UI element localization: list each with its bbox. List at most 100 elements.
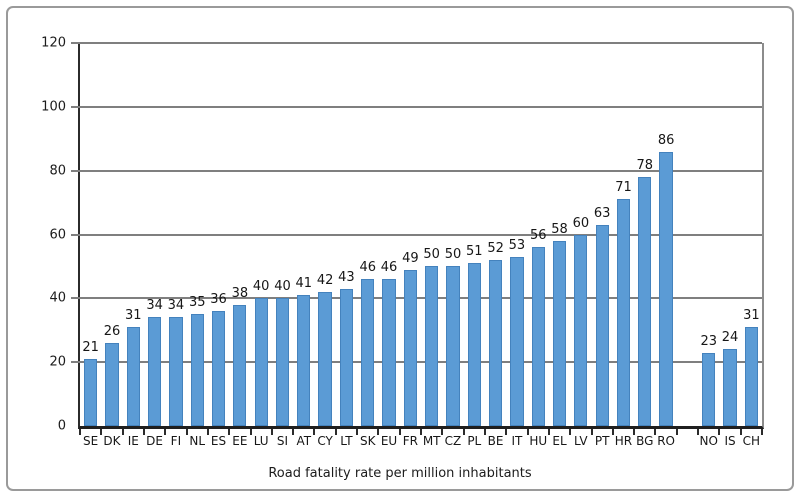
bar-value-label: 38 (231, 285, 249, 301)
x-axis-tick-label: EU (380, 434, 398, 448)
bar-slot-fr: 49 FR (398, 43, 421, 447)
y-axis-tick-label: 120 (41, 35, 66, 51)
y-axis-tick-label: 80 (49, 163, 66, 179)
bar-cz (446, 266, 460, 426)
bar-value-label: 24 (721, 330, 739, 346)
bar-is (723, 349, 737, 426)
bar-fr (403, 269, 417, 426)
bar-value-label: 43 (338, 269, 355, 285)
x-axis-tick-label: LU (253, 434, 269, 448)
bar-es (211, 311, 226, 426)
x-axis-tick-label: AT (296, 434, 312, 448)
bar-value-label: 34 (146, 298, 163, 314)
x-axis-tick-label: ES (210, 434, 227, 448)
bar-slot-es: 36 ES (206, 43, 229, 447)
bar-slot-lv: 60 LV (569, 43, 591, 447)
bar-bg (638, 177, 652, 426)
bar-slot-ch: 31 CH (739, 43, 762, 447)
x-axis-tick-label: LT (340, 434, 353, 448)
gap-slot (675, 43, 698, 435)
bar-ee (233, 304, 247, 426)
y-axis-tick-label: 40 (49, 290, 66, 306)
bar-value-label: 35 (188, 295, 206, 311)
bar-value-label: 46 (359, 260, 376, 276)
x-axis-tick-label: LV (574, 434, 588, 448)
x-axis-tick-label: HU (529, 434, 548, 448)
bar-slot-cz: 50 CZ (441, 43, 463, 447)
bar-hu (531, 247, 545, 426)
bar-slots: 21 SE 26 DK 31 IE 34 DE 34 FI 35 NL 36 ES 38 EE 40 LU 40 SI… (78, 43, 763, 447)
bar-value-label: 23 (700, 333, 717, 349)
x-axis-tick-label: FI (170, 434, 182, 448)
bar-slot-hu: 56 HU (526, 43, 549, 447)
x-axis-tick-label: NL (189, 434, 206, 448)
bar-slot-si: 40 SI (270, 43, 293, 447)
x-axis-tick-label: PT (594, 434, 610, 448)
bar-slot-fi: 34 FI (164, 43, 186, 447)
bar-slot-mt: 50 MT (419, 43, 442, 447)
bar-slot-cy: 42 CY (313, 43, 335, 447)
bar-value-label: 49 (402, 250, 419, 266)
bar-value-label: 40 (252, 279, 270, 295)
bar-slot-lt: 43 LT (334, 43, 357, 447)
bar-lt (339, 288, 353, 426)
bar-slot-dk: 26 DK (100, 43, 122, 447)
bar-value-label: 58 (551, 221, 568, 237)
bar-slot-pt: 63 PT (590, 43, 613, 447)
bar-cy (318, 291, 332, 426)
gridline-100 (71, 105, 762, 108)
bar-value-label: 50 (444, 247, 462, 263)
bar-slot-el: 58 EL (547, 43, 570, 447)
bar-value-label: 86 (657, 132, 675, 148)
bar-value-label: 41 (295, 276, 313, 292)
bar-slot-hr: 71 HR (611, 43, 634, 447)
bar-value-label: 36 (210, 292, 227, 308)
x-axis-tick-label: EL (552, 434, 567, 448)
x-axis-tick-label: HR (614, 434, 633, 448)
bar-slot-de: 34 DE (142, 43, 165, 447)
bar-value-label: 53 (508, 237, 526, 253)
bar-se (84, 358, 98, 426)
bar-slot-lu: 40 LU (249, 43, 272, 447)
bar-de (147, 317, 162, 426)
bar-slot-is: 24 IS (718, 43, 740, 447)
bar-value-label: 63 (593, 205, 611, 221)
bar-ch (744, 327, 758, 426)
x-axis-tick-label: CH (742, 434, 761, 448)
bar-value-label: 71 (615, 180, 632, 196)
x-axis-tick-label: DE (146, 434, 164, 448)
x-axis-tick-label: IE (127, 434, 139, 448)
bar-value-label: 34 (167, 298, 185, 314)
gridline-120 (71, 42, 762, 44)
bar-pt (595, 224, 609, 426)
bar-lu (254, 298, 268, 426)
bar-slot-sk: 46 SK (356, 43, 378, 447)
y-axis-tick-label: 60 (49, 227, 66, 242)
bar-value-label: 31 (125, 308, 142, 324)
bar-value-label: 21 (82, 339, 99, 355)
bar-fi (169, 317, 183, 426)
bar-be (488, 260, 503, 426)
bar-pl (467, 263, 481, 426)
bar-slot-nl: 35 NL (185, 43, 208, 447)
x-axis-tick-label: MT (422, 434, 441, 448)
x-axis-tick-label: EE (232, 434, 248, 448)
bar-el (552, 240, 567, 426)
bar-value-label: 50 (423, 247, 440, 263)
bar-slot-be: 52 BE (483, 43, 506, 447)
bar-slot-ee: 38 EE (228, 43, 250, 447)
x-axis-tick-label: CZ (444, 434, 462, 448)
bar-value-label: 31 (743, 308, 760, 324)
x-axis-tick-label: NO (699, 434, 718, 448)
bar-value-label: 26 (103, 324, 121, 340)
bar-hr (616, 199, 631, 426)
x-axis-tick-label: DK (103, 434, 121, 448)
bar-ie (126, 327, 140, 426)
x-axis-tick-label: SE (83, 434, 99, 448)
x-axis-tick-label: FR (402, 434, 418, 448)
y-axis-tick-label: 0 (57, 418, 66, 434)
x-axis-tick-label: BG (636, 434, 654, 448)
x-axis-tick-label: BE (487, 434, 504, 448)
bar-ro (659, 151, 673, 426)
